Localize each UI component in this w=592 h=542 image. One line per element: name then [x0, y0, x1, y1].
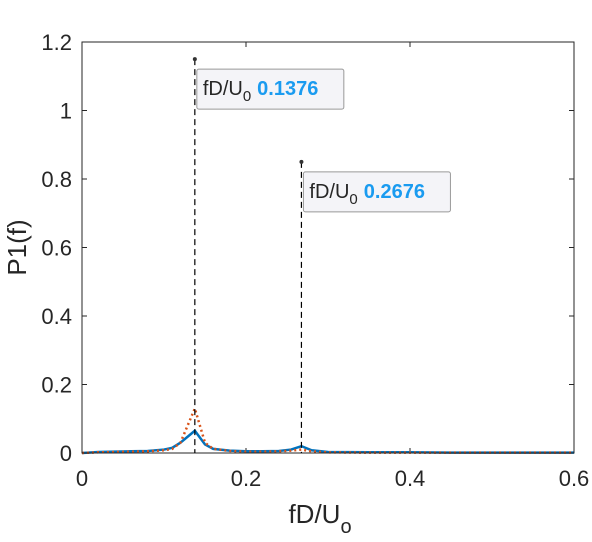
datatip-label: fD/U — [309, 181, 349, 203]
x-tick-label: 0.6 — [559, 466, 590, 491]
axes-box — [81, 41, 575, 454]
datatip-text: fD/U0 0.1376 — [203, 78, 319, 105]
x-tick-label: 0 — [76, 466, 88, 491]
y-tick-label: 0.6 — [41, 236, 72, 261]
datatip-marker — [192, 57, 197, 62]
x-tick-label: 0.2 — [231, 466, 262, 491]
x-axis-label-sub: o — [340, 516, 351, 538]
datatip-label-sub: 0 — [243, 88, 251, 105]
datatip-label-sub: 0 — [349, 191, 357, 208]
datatip-text: fD/U0 0.2676 — [309, 181, 425, 208]
y-tick-label: 0.8 — [41, 167, 72, 192]
y-axis-label: P1(f) — [2, 219, 32, 275]
datatip-marker — [299, 159, 304, 164]
y-tick-label: 0 — [60, 441, 72, 466]
x-tick-label: 0.4 — [395, 466, 426, 491]
y-tick-label: 0.2 — [41, 373, 72, 398]
datatip-value: 0.1376 — [257, 78, 318, 100]
plot-area — [82, 42, 574, 453]
datatip-box — [302, 171, 451, 213]
y-tick-label: 0.4 — [41, 304, 72, 329]
datatip-box — [196, 68, 345, 110]
datatip-value: 0.2676 — [364, 181, 425, 203]
y-tick-label: 1 — [60, 99, 72, 124]
y-tick-label: 1.2 — [41, 30, 72, 55]
x-axis-label-main: fD/U — [288, 499, 340, 529]
x-axis-label: fD/Uo — [288, 499, 351, 538]
datatip-label: fD/U — [203, 78, 243, 100]
